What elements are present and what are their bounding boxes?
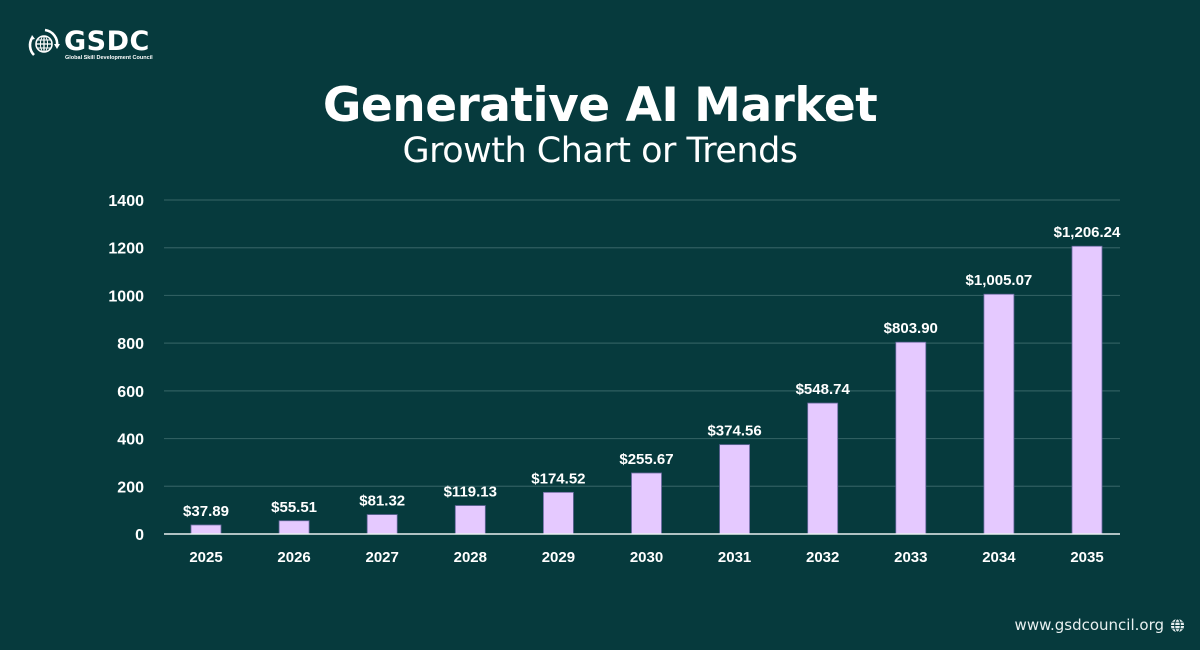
data-label: $1,206.24 (1054, 224, 1121, 241)
y-tick-label: 600 (117, 384, 144, 401)
data-label: $548.74 (796, 381, 851, 398)
y-tick-label: 400 (117, 432, 144, 449)
data-label: $374.56 (707, 423, 761, 440)
x-tick-label: 2029 (542, 549, 575, 566)
gsdc-logo: GSDC Global Skill Development Council (26, 26, 153, 62)
x-tick-label: 2034 (982, 549, 1016, 566)
data-label: $81.32 (359, 493, 405, 510)
bar (454, 505, 486, 535)
x-tick-label: 2025 (189, 549, 222, 566)
x-tick-label: 2030 (630, 549, 663, 566)
x-tick-label: 2031 (718, 549, 751, 566)
globe-arrows-icon (28, 28, 60, 56)
x-tick-label: 2035 (1070, 549, 1103, 566)
logo-tagline: Global Skill Development Council (65, 54, 153, 61)
gridlines (164, 199, 1120, 487)
x-tick-label: 2026 (277, 549, 310, 566)
chart-title: Generative AI Market (322, 78, 878, 133)
bar (278, 520, 310, 535)
y-tick-label: 800 (117, 336, 144, 353)
y-axis-ticks: 0 200 400 600 800 1000 1200 1400 (108, 193, 144, 544)
bar (807, 402, 839, 535)
data-label: $37.89 (183, 503, 229, 520)
bar (190, 524, 222, 535)
website-link[interactable]: www.gsdcouncil.org (1014, 616, 1164, 634)
data-label: $174.52 (531, 470, 585, 487)
logo-wordmark: GSDC (64, 25, 150, 57)
x-tick-label: 2032 (806, 549, 839, 566)
y-tick-label: 1400 (108, 193, 144, 210)
y-tick-label: 1200 (108, 241, 144, 258)
x-tick-label: 2028 (454, 549, 487, 566)
bar (631, 472, 662, 535)
y-tick-label: 200 (117, 479, 144, 496)
x-tick-label: 2033 (894, 549, 927, 566)
data-label: $255.67 (619, 451, 673, 468)
globe-icon (1170, 617, 1185, 633)
bar (366, 514, 398, 535)
data-label: $803.90 (884, 320, 938, 337)
bars (190, 245, 1103, 535)
y-tick-label: 1000 (108, 288, 144, 305)
bar (983, 293, 1015, 535)
bar (895, 341, 927, 535)
data-labels: $37.89 $55.51 $81.32 $119.13 $174.52 $255.67 $… (183, 224, 1121, 520)
footer: www.gsdcouncil.org (1015, 616, 1185, 634)
bar (719, 444, 750, 535)
bar (1071, 245, 1103, 535)
chart-subtitle: Growth Chart or Trends (402, 131, 798, 171)
x-tick-label: 2027 (366, 549, 399, 566)
y-tick-label: 0 (135, 527, 144, 544)
x-axis-ticks: 2025 2026 2027 2028 2029 2030 2031 2032 2033 2034… (189, 549, 1103, 566)
data-label: $55.51 (271, 499, 317, 516)
data-label: $119.13 (444, 484, 497, 501)
bar (543, 491, 574, 535)
data-label: $1,005.07 (966, 272, 1033, 289)
